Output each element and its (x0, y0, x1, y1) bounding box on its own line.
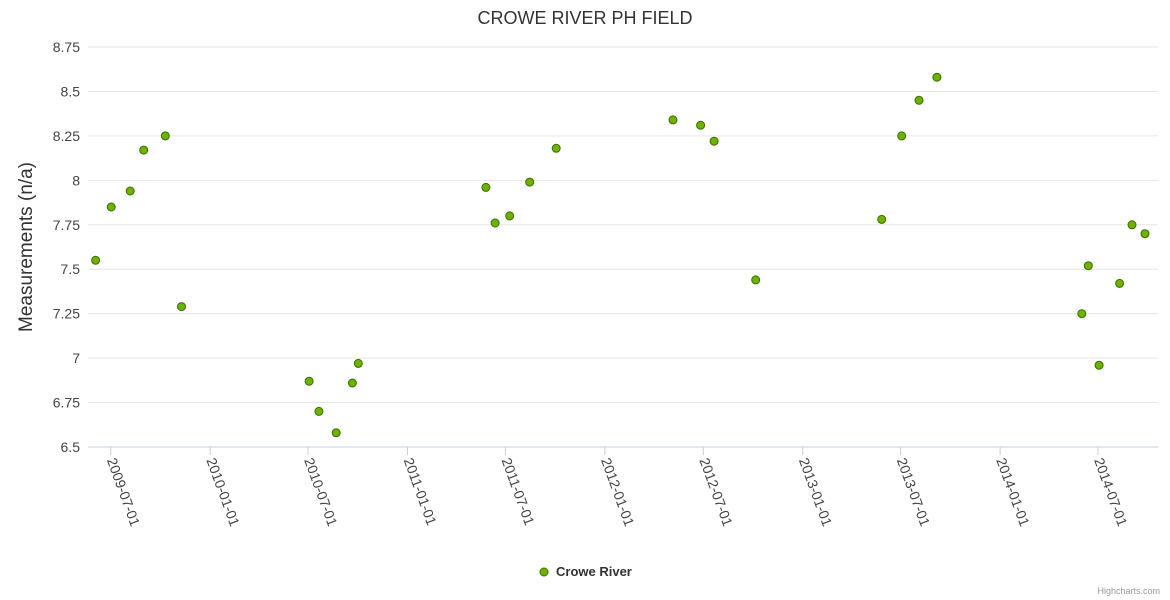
data-point (304, 376, 314, 386)
data-point (490, 218, 500, 228)
data-point (1115, 278, 1125, 288)
legend[interactable]: Crowe River (539, 564, 632, 579)
y-tick-label: 7.5 (61, 261, 81, 277)
data-point (877, 214, 887, 224)
data-point (525, 177, 535, 187)
credits-link[interactable]: Highcharts.com (1097, 586, 1160, 596)
y-tick-label: 8 (72, 172, 80, 188)
data-point (932, 72, 942, 82)
data-point (551, 143, 561, 153)
data-point (91, 255, 101, 265)
data-point (709, 136, 719, 146)
data-point (331, 428, 341, 438)
y-axis: 6.5 6.75 7 7.25 7.5 7.75 8 8.25 8.5 8.75 (53, 39, 80, 455)
data-point (347, 378, 357, 388)
y-tick-label: 7.75 (53, 217, 80, 233)
y-tick-label: 8.25 (53, 128, 80, 144)
data-point (1077, 309, 1087, 319)
data-point (481, 182, 491, 192)
y-axis-label: Measurements (n/a) (16, 162, 37, 332)
y-tick-label: 7 (72, 350, 80, 366)
data-point (177, 302, 186, 312)
data-point (314, 406, 324, 416)
y-tick-label: 6.75 (53, 395, 80, 411)
data-point (668, 115, 678, 125)
data-point (914, 95, 924, 105)
legend-marker[interactable] (539, 567, 549, 577)
y-tick-label: 8.75 (53, 39, 80, 55)
chart-title: CROWE RIVER PH FIELD (477, 8, 692, 28)
data-point (106, 202, 116, 212)
data-point (1127, 220, 1137, 230)
y-tick-label: 6.5 (61, 439, 81, 455)
y-tick-label: 8.5 (61, 83, 81, 99)
data-point (1094, 360, 1104, 370)
data-point (751, 275, 761, 285)
data-point (139, 145, 149, 155)
data-point (1140, 229, 1150, 239)
data-point (353, 358, 363, 368)
data-point (696, 120, 706, 130)
y-tick-label: 7.25 (53, 306, 80, 322)
legend-label[interactable]: Crowe River (556, 564, 632, 579)
data-point (160, 131, 170, 141)
data-point (125, 186, 135, 196)
data-point (1083, 261, 1093, 271)
data-point (505, 211, 515, 221)
data-points (91, 72, 1150, 438)
data-point (897, 131, 907, 141)
gridlines (88, 46, 1158, 404)
